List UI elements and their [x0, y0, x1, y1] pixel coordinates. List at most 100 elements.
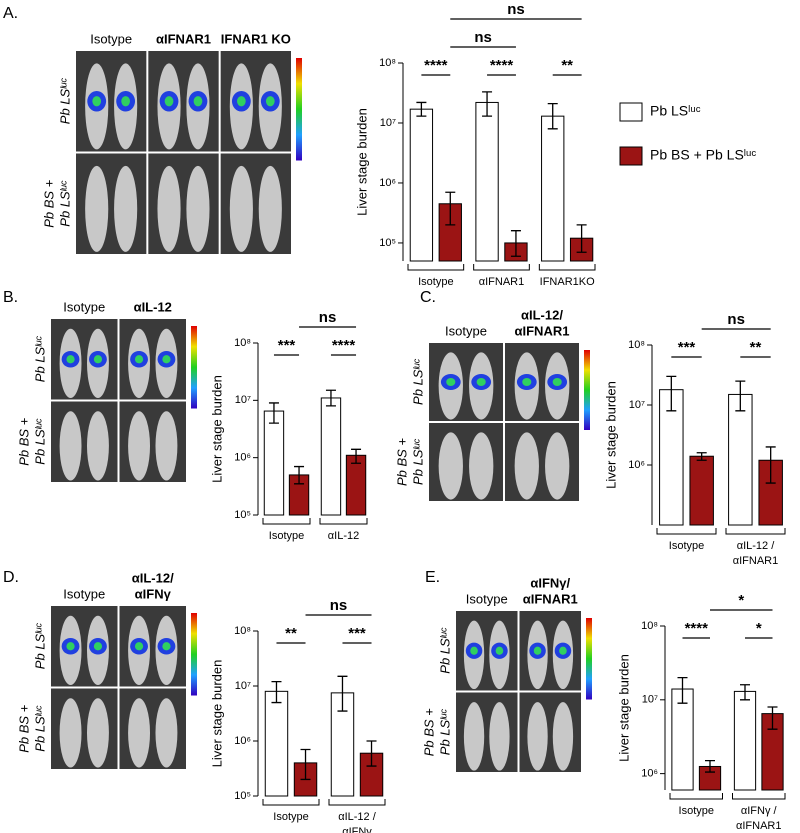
y-tick-label: 10⁵: [234, 509, 251, 521]
luminescence-core: [66, 355, 75, 364]
y-tick-label: 10⁸: [628, 339, 645, 351]
luminescence-core: [121, 96, 130, 107]
category-bracket: [725, 528, 786, 535]
luminescence-core: [193, 96, 203, 107]
error-bar: [510, 230, 521, 257]
error-bar: [294, 465, 305, 485]
image-row-label: Pb LSˡᵘᶜ: [32, 418, 47, 464]
x-tick-label: Isotype: [669, 540, 704, 552]
y-axis-label: Liver stage burden: [616, 654, 631, 762]
x-tick-label: αIL-12: [328, 530, 359, 542]
luminescence-core: [559, 646, 567, 655]
panel-letter: C.: [420, 289, 436, 306]
luminescence-core: [66, 642, 75, 651]
luminescence-core: [533, 646, 542, 655]
significance: ****: [424, 57, 448, 74]
mouse-body: [545, 432, 570, 500]
image-row-label: Pb LSˡᵘᶜ: [437, 709, 452, 755]
mouse-body: [258, 165, 282, 252]
error-bar: [696, 452, 707, 461]
error-bar: [445, 191, 456, 226]
luminescence-core: [162, 355, 171, 364]
luminescence-core: [237, 96, 246, 107]
image-row-label: Pb LSˡᵘᶜ: [410, 359, 425, 405]
y-axis-label: Liver stage burden: [209, 660, 224, 768]
bar: [409, 108, 434, 262]
color-scale: [296, 58, 302, 161]
image-row-label: Pb LSˡᵘᶜ: [57, 78, 72, 124]
category-bracket: [328, 799, 386, 806]
image-column-label: αIL-12/: [521, 307, 563, 322]
mouse-body: [229, 165, 253, 252]
error-bar: [666, 375, 677, 412]
bar: [689, 455, 714, 526]
category-bracket: [319, 518, 368, 525]
y-tick-label: 10⁷: [629, 399, 645, 411]
image-row-label: Pb LSˡᵘᶜ: [32, 623, 47, 669]
x-tick-label: αIFNγ /: [741, 805, 778, 817]
error-bar: [337, 675, 348, 712]
significance: ****: [685, 620, 709, 637]
luminescence-core: [134, 355, 144, 364]
x-tick-label: αIFNγ: [342, 826, 372, 833]
mouse-body: [59, 698, 82, 768]
significance: **: [561, 57, 573, 74]
significance: ns: [474, 29, 492, 46]
bar: [345, 454, 367, 516]
error-bar: [351, 448, 362, 464]
image-column-label: αIFNAR1: [156, 31, 211, 46]
panel-letter: E.: [425, 569, 440, 586]
mouse-body: [85, 165, 109, 252]
category-bracket: [262, 518, 311, 525]
y-tick-label: 10⁶: [379, 177, 396, 189]
bar: [475, 101, 499, 262]
x-tick-label: αIFNAR1: [479, 276, 524, 288]
luminescence-core: [265, 96, 275, 107]
mouse-body: [128, 698, 151, 768]
mouse-body: [527, 702, 548, 771]
luminescence-core: [93, 355, 103, 364]
significance: ****: [490, 57, 514, 74]
image-column-label: αIFNAR1: [523, 591, 578, 606]
y-tick-label: 10⁵: [379, 237, 396, 249]
mouse-body: [463, 702, 485, 771]
error-bar: [416, 101, 427, 117]
x-tick-label: Isotype: [269, 530, 304, 542]
mouse-body: [114, 165, 138, 252]
image-row-label: Pb LSˡᵘᶜ: [437, 627, 452, 673]
image-row-label: Pb LSˡᵘᶜ: [32, 336, 47, 382]
color-scale: [191, 613, 197, 696]
image-row-label: Pb BS +: [394, 438, 409, 486]
x-tick-label: αIL-12 /: [737, 540, 775, 552]
mouse-body: [514, 432, 539, 500]
bar: [733, 690, 757, 791]
image-column-label: Isotype: [90, 31, 132, 46]
x-tick-label: Isotype: [679, 805, 714, 817]
y-tick-label: 10⁶: [641, 768, 658, 780]
y-tick-label: 10⁸: [234, 625, 251, 637]
y-tick-label: 10⁵: [234, 790, 251, 802]
mouse-body: [86, 698, 109, 768]
significance: **: [750, 339, 762, 356]
mouse-body: [186, 165, 210, 252]
significance: **: [285, 625, 297, 642]
bar: [541, 115, 565, 262]
error-bar: [705, 759, 715, 773]
x-tick-label: Isotype: [273, 811, 308, 823]
luminescence-core: [446, 378, 456, 386]
mouse-body: [438, 432, 463, 500]
legend-swatch: [619, 146, 643, 166]
x-tick-label: IFNAR1KO: [540, 276, 595, 288]
bar: [320, 397, 342, 516]
category-bracket: [669, 793, 723, 800]
error-bar: [735, 380, 746, 412]
legend-label: Pb LSˡᵘᶜ: [650, 103, 701, 119]
image-column-label: Isotype: [466, 591, 508, 606]
luminescence-core: [164, 96, 174, 107]
y-axis-label: Liver stage burden: [354, 108, 369, 216]
color-scale: [191, 326, 197, 409]
mouse-body: [155, 698, 178, 768]
error-bar: [271, 680, 282, 704]
panel-letter: A.: [3, 5, 18, 22]
error-bar: [740, 684, 750, 701]
